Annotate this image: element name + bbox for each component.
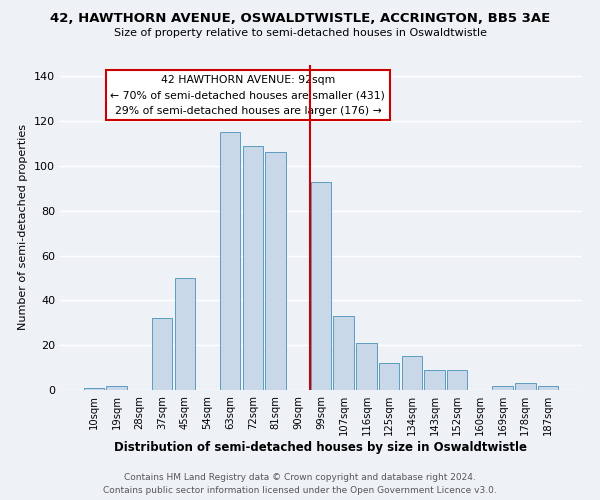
Bar [447, 370, 467, 390]
Bar [242, 146, 263, 390]
Bar [175, 278, 195, 390]
Bar [334, 316, 354, 390]
X-axis label: Distribution of semi-detached houses by size in Oswaldtwistle: Distribution of semi-detached houses by … [115, 441, 527, 454]
Bar [152, 318, 172, 390]
Bar [424, 370, 445, 390]
Bar [379, 363, 400, 390]
Bar [356, 343, 377, 390]
Bar [106, 386, 127, 390]
Text: 42 HAWTHORN AVENUE: 92sqm  
← 70% of semi-detached houses are smaller (431)
29% : 42 HAWTHORN AVENUE: 92sqm ← 70% of semi-… [110, 74, 385, 116]
Bar [493, 386, 513, 390]
Bar [220, 132, 241, 390]
Bar [515, 384, 536, 390]
Text: Contains HM Land Registry data © Crown copyright and database right 2024.
Contai: Contains HM Land Registry data © Crown c… [103, 474, 497, 495]
Text: Size of property relative to semi-detached houses in Oswaldtwistle: Size of property relative to semi-detach… [113, 28, 487, 38]
Y-axis label: Number of semi-detached properties: Number of semi-detached properties [19, 124, 28, 330]
Bar [311, 182, 331, 390]
Bar [84, 388, 104, 390]
Text: 42, HAWTHORN AVENUE, OSWALDTWISTLE, ACCRINGTON, BB5 3AE: 42, HAWTHORN AVENUE, OSWALDTWISTLE, ACCR… [50, 12, 550, 26]
Bar [538, 386, 558, 390]
Bar [265, 152, 286, 390]
Bar [401, 356, 422, 390]
